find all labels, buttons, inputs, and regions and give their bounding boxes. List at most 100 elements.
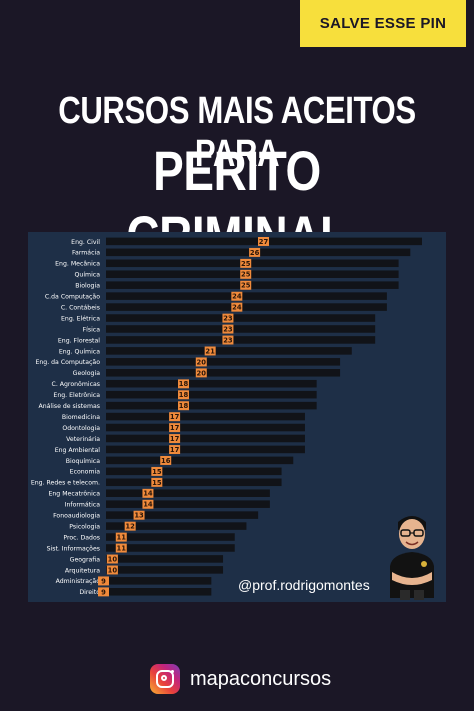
value-label-box <box>106 554 118 564</box>
author-handle: @prof.rodrigomontes <box>238 577 370 593</box>
value-label-box <box>160 456 172 465</box>
value-label: 14 <box>143 490 153 498</box>
bar <box>106 423 305 432</box>
bar <box>106 434 305 443</box>
value-label: 15 <box>152 479 162 487</box>
bar <box>106 478 282 487</box>
category-label: Eng. Civil <box>71 239 100 246</box>
value-label: 27 <box>259 238 269 246</box>
value-label-box <box>106 565 118 575</box>
category-label: Arquitetura <box>65 567 100 574</box>
value-label: 24 <box>232 304 242 312</box>
value-label: 10 <box>108 555 118 563</box>
value-label: 25 <box>241 271 251 279</box>
instagram-icon[interactable] <box>150 664 180 694</box>
category-label: Geologia <box>73 370 101 377</box>
category-label: Eng. Mecânica <box>55 260 100 268</box>
instagram-account[interactable]: mapaconcursos <box>190 667 332 690</box>
category-label: Geografia <box>70 556 101 563</box>
value-label: 14 <box>143 501 153 509</box>
value-label-box <box>240 269 252 279</box>
bar <box>106 412 305 421</box>
category-label: C. Agronômicas <box>52 380 100 388</box>
bar <box>106 555 224 563</box>
bar <box>106 544 235 552</box>
category-label: Eng. Redes e telecom. <box>31 480 100 487</box>
bar <box>106 292 387 300</box>
value-label: 23 <box>223 315 233 323</box>
value-label-box <box>222 313 234 323</box>
bar <box>106 358 341 366</box>
value-label-box <box>98 576 109 586</box>
value-label-box <box>240 258 252 268</box>
bar <box>106 445 305 454</box>
value-label-box <box>222 324 234 334</box>
category-label: Bioquímica <box>66 457 100 465</box>
value-label-box <box>151 477 163 487</box>
value-label-box <box>231 302 243 312</box>
value-label-box <box>115 532 127 542</box>
value-label-box <box>98 587 109 597</box>
bar <box>106 577 212 585</box>
category-label: Odontologia <box>62 425 100 432</box>
category-label: Biomedicina <box>62 414 100 421</box>
save-pin-badge[interactable]: SALVE ESSE PIN <box>300 0 466 47</box>
bar <box>106 456 294 465</box>
bar <box>106 467 282 476</box>
value-label-box <box>169 434 181 444</box>
category-label: Biologia <box>75 283 100 290</box>
category-label: Eng. Florestal <box>58 337 100 344</box>
bar <box>106 533 235 541</box>
value-label: 10 <box>108 566 118 574</box>
instagram-footer[interactable]: mapaconcursos <box>150 664 331 694</box>
category-label: Farmácia <box>72 249 100 257</box>
value-label: 18 <box>179 402 189 410</box>
value-label-box <box>249 247 261 257</box>
bar <box>106 347 352 355</box>
category-label: Psicologia <box>69 523 100 530</box>
value-label: 18 <box>179 380 189 388</box>
value-label-box <box>204 346 216 356</box>
value-label-box <box>115 543 127 553</box>
value-label: 20 <box>197 369 207 377</box>
value-label-box <box>169 412 181 422</box>
value-label-box <box>195 357 207 367</box>
value-label: 15 <box>152 468 162 476</box>
category-label: Fonoaudiologia <box>53 513 100 520</box>
category-label: Química <box>75 271 101 279</box>
category-label: Informática <box>65 501 101 509</box>
bar <box>106 281 399 289</box>
value-label-box <box>133 510 145 520</box>
bar <box>106 379 317 388</box>
value-label-box <box>195 368 207 378</box>
category-label: Proc. Dados <box>63 534 100 541</box>
value-label: 11 <box>117 534 127 542</box>
value-label: 20 <box>197 358 207 366</box>
bar <box>106 500 270 508</box>
value-label: 21 <box>205 347 215 355</box>
bar <box>106 259 399 268</box>
value-label: 17 <box>170 435 180 443</box>
value-label-box <box>178 379 189 389</box>
category-label: Eng Ambiental <box>55 447 101 454</box>
category-label: Eng Mecatrônica <box>48 490 100 498</box>
value-label-box <box>178 390 189 400</box>
category-label: Eng. Química <box>59 347 100 355</box>
value-label: 17 <box>170 424 180 432</box>
bar <box>106 401 317 410</box>
value-label: 9 <box>101 577 106 585</box>
bar <box>106 270 399 278</box>
value-label-box <box>240 280 252 290</box>
value-label: 17 <box>170 413 180 421</box>
value-label: 12 <box>125 523 135 531</box>
category-label: Economia <box>70 469 101 476</box>
value-label-box <box>169 423 181 433</box>
bar <box>106 566 224 574</box>
category-label: Eng. Eletrônica <box>53 391 100 399</box>
bar <box>106 336 376 344</box>
value-label-box <box>231 291 243 301</box>
value-label: 17 <box>170 446 180 454</box>
category-label: Física <box>83 325 101 333</box>
bar <box>106 303 387 311</box>
value-label-box <box>178 401 189 411</box>
